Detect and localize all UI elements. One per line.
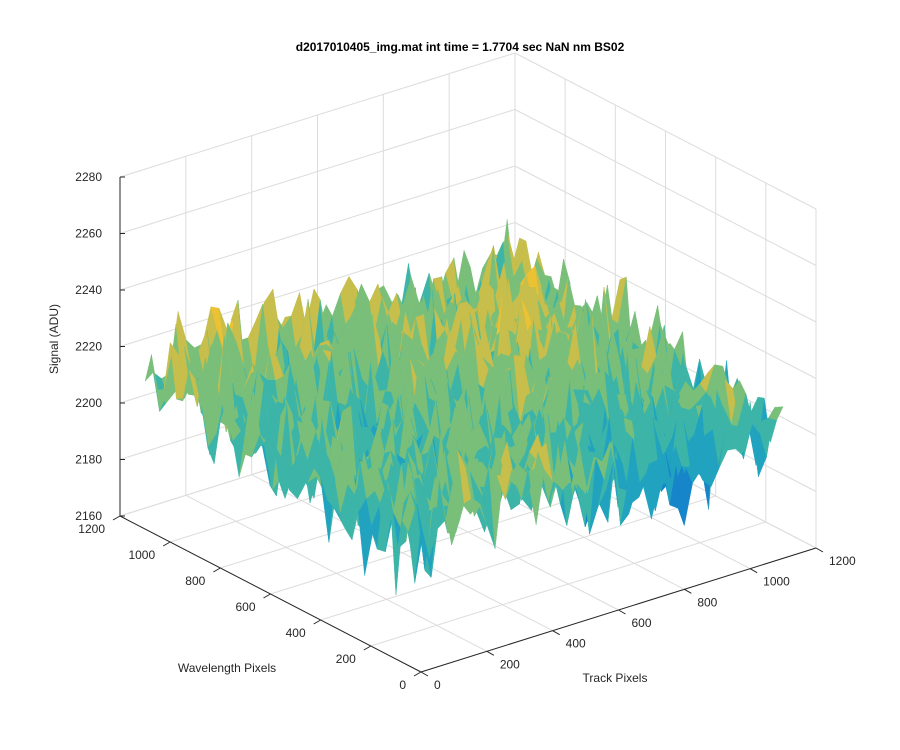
- y-tick-label: 400: [286, 626, 306, 640]
- x-tick-mark: [684, 588, 692, 594]
- right-wall-grid-line: [514, 52, 817, 210]
- y-tick-label: 800: [185, 574, 205, 588]
- y-tick-label: 200: [336, 652, 356, 666]
- x-tick-label: 200: [500, 657, 520, 671]
- z-tick-label: 2280: [75, 170, 102, 184]
- x-tick-label: 400: [566, 637, 586, 651]
- back-wall-grid-line: [119, 52, 516, 178]
- x-tick-mark: [815, 547, 824, 553]
- y-tick-mark: [413, 671, 422, 677]
- z-tick-label: 2180: [75, 453, 102, 467]
- x-tick-mark: [618, 609, 626, 615]
- y-tick-mark: [263, 593, 271, 599]
- back-wall-grid-line: [119, 109, 516, 234]
- y-tick-mark: [363, 645, 372, 651]
- y-tick-label: 1000: [128, 548, 155, 562]
- surface-patch: [768, 406, 784, 421]
- z-axis-label: Signal (ADU): [47, 304, 61, 374]
- z-tick-label: 2220: [75, 340, 102, 354]
- x-tick-label: 1200: [829, 554, 856, 568]
- x-tick-mark: [486, 650, 495, 656]
- y-tick-label: 0: [399, 678, 406, 692]
- z-tick-label: 2260: [75, 227, 102, 241]
- x-tick-label: 1000: [763, 575, 790, 589]
- y-tick-label: 1200: [78, 522, 105, 536]
- x-tick-mark: [749, 568, 758, 574]
- chart-title: d2017010405_img.mat int time = 1.7704 se…: [296, 40, 625, 54]
- z-tick-label: 2240: [75, 283, 102, 297]
- x-tick-label: 800: [697, 595, 717, 609]
- right-wall-grid-line: [514, 222, 817, 379]
- floor-grid-line: [370, 521, 766, 647]
- surface-layer: [144, 218, 784, 595]
- x-tick-label: 600: [632, 616, 652, 630]
- back-wall-grid-line: [119, 165, 516, 291]
- floor-grid-line: [320, 495, 716, 621]
- y-tick-mark: [213, 567, 221, 573]
- x-tick-mark: [420, 671, 429, 677]
- back-wall-grid-line: [119, 222, 516, 347]
- right-wall-grid-line: [514, 109, 817, 266]
- y-tick-mark: [313, 619, 321, 625]
- y-tick-mark: [162, 541, 171, 547]
- y-tick-label: 600: [235, 600, 255, 614]
- y-tick-mark: [112, 515, 121, 521]
- z-tick-label: 2200: [75, 396, 102, 410]
- x-tick-mark: [552, 630, 560, 636]
- axes-layer: 0 200 400 600 800 1000 1200 0 200 400 600 800 1000 12…: [75, 170, 856, 692]
- z-tick-label: 2160: [75, 509, 102, 523]
- x-tick-label: 0: [434, 678, 441, 692]
- y-axis-label: Wavelength Pixels: [178, 661, 276, 675]
- right-wall-grid-line: [514, 165, 817, 323]
- x-axis-label: Track Pixels: [583, 671, 648, 685]
